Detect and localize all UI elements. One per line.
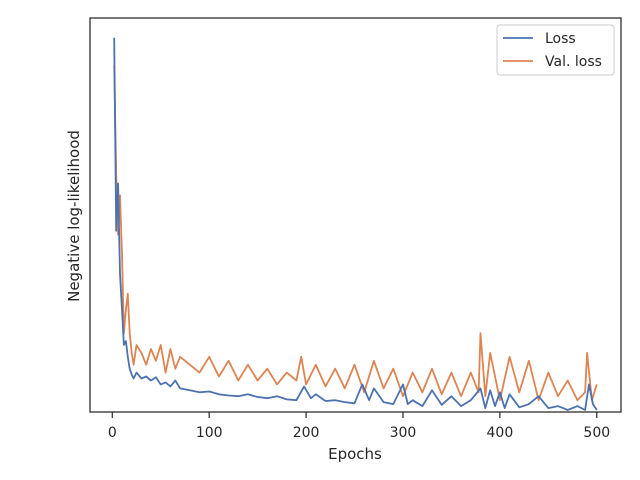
x-tick-label: 300 xyxy=(390,425,417,441)
x-tick-label: 0 xyxy=(108,425,117,441)
x-tick-label: 100 xyxy=(196,425,223,441)
series-line-val-loss xyxy=(113,65,598,402)
x-axis-label: Epochs xyxy=(328,445,382,463)
x-tick-label: 500 xyxy=(583,425,610,441)
series-line-loss xyxy=(113,37,598,411)
legend: Loss Val. loss xyxy=(496,24,615,76)
legend-label-val-loss: Val. loss xyxy=(545,54,602,70)
series-layer xyxy=(113,37,598,411)
plot-frame xyxy=(89,17,622,413)
x-tick-label: 200 xyxy=(293,425,320,441)
x-tick-label: 400 xyxy=(487,425,514,441)
y-axis-label: Negative log-likelihood xyxy=(65,130,83,302)
x-axis: 0 100 200 300 400 500 xyxy=(108,412,610,441)
legend-label-loss: Loss xyxy=(545,31,576,47)
plot-area xyxy=(90,18,621,412)
